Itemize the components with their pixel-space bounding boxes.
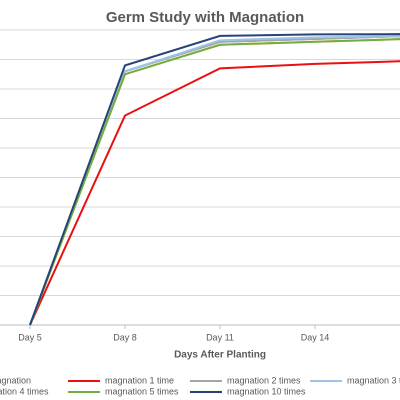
series-line [29, 38, 400, 326]
x-tick-label: Day 11 [206, 332, 234, 342]
legend-label: magnation 5 times [105, 386, 179, 396]
chart-title: Germ Study with Magnation [106, 9, 304, 26]
legend-label: magnation 4 times [0, 386, 49, 396]
series-line [29, 60, 400, 326]
x-axis-title: Days After Planting [174, 350, 266, 361]
legend-label: magnation 1 time [105, 375, 174, 385]
series-line [29, 33, 400, 326]
legend-label: No Magnation [0, 375, 31, 385]
x-tick-label: Day 5 [18, 332, 42, 342]
series-line [29, 38, 400, 326]
legend-label: magnation 10 times [227, 386, 306, 396]
x-tick-label: Day 8 [113, 332, 137, 342]
x-tick-label: Day 14 [301, 332, 330, 342]
legend-label: magnation 2 times [227, 375, 301, 385]
legend-label: magnation 3 times [347, 375, 400, 385]
